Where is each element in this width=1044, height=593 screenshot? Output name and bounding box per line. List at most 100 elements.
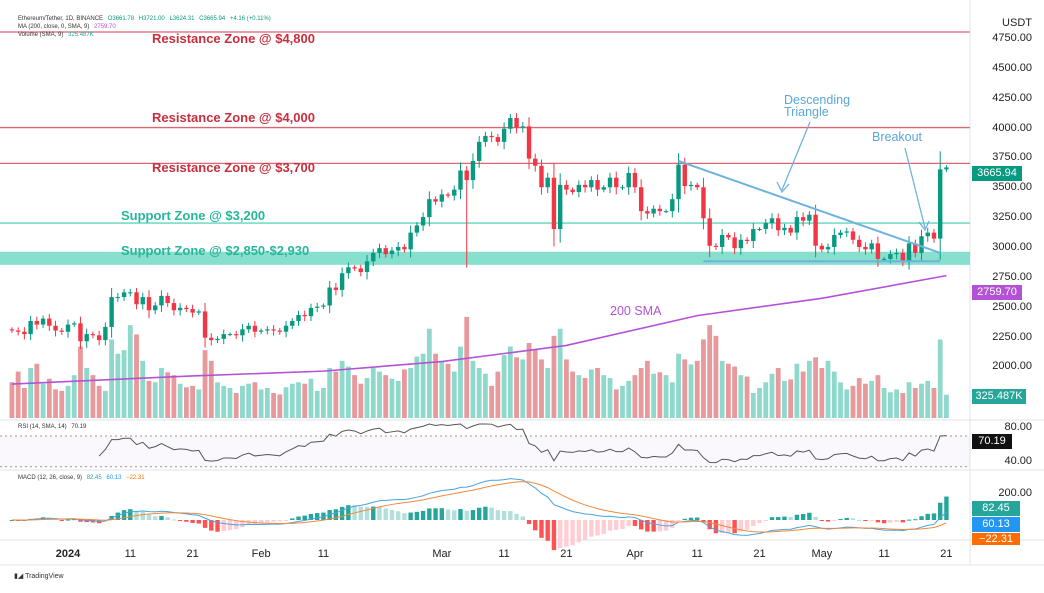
candle-body — [121, 292, 127, 298]
macd-histogram-bar — [265, 520, 270, 523]
macd-histogram-bar — [153, 516, 158, 520]
volume-bar — [233, 393, 239, 418]
candle-body — [838, 232, 843, 236]
volume-bar — [856, 378, 862, 418]
candle-body — [582, 184, 588, 188]
candle-body — [782, 227, 787, 231]
macd-histogram-bar — [209, 520, 214, 531]
macd-histogram-bar — [819, 520, 825, 521]
candle-body — [800, 217, 806, 221]
macd-histogram-bar — [632, 520, 638, 526]
candle-body — [171, 303, 177, 311]
candle-body — [881, 258, 887, 260]
volume-bar — [788, 379, 794, 418]
candle-body — [452, 189, 457, 196]
candle-body — [339, 273, 345, 290]
volume-bar — [46, 378, 52, 418]
descending-triangle-label: Descending Triangle — [784, 94, 850, 119]
macd-histogram-bar — [832, 520, 837, 521]
time-axis-label: 21 — [560, 548, 573, 560]
candle-body — [495, 137, 501, 142]
volume-bar — [426, 328, 432, 418]
candle-body — [40, 318, 46, 325]
macd-histogram-bar — [938, 502, 943, 520]
volume-bar — [701, 339, 706, 418]
macd-histogram-bar — [377, 506, 382, 520]
volume-bar — [564, 359, 569, 418]
candle-body — [670, 199, 675, 212]
macd-histogram-bar — [595, 520, 600, 536]
support-3200-label: Support Zone @ $3,200 — [121, 208, 266, 223]
candle-body — [614, 177, 619, 188]
ma-legend: MA (200, close, 0, SMA, 9) 2759.70 — [18, 24, 119, 30]
candle-body — [59, 330, 64, 332]
low-value: L3624.31 — [169, 16, 195, 22]
volume-bar — [134, 334, 139, 418]
volume-bar — [96, 385, 102, 418]
volume-bar — [28, 368, 34, 418]
candle-body — [184, 307, 189, 310]
macd-histogram-bar — [140, 511, 145, 520]
candle-body — [732, 237, 737, 249]
volume-bar — [501, 355, 507, 418]
candle-body — [501, 128, 507, 142]
volume-bar — [844, 389, 850, 418]
volume-bar — [183, 387, 189, 418]
price-tick: 3500.00 — [992, 181, 1032, 194]
macd-histogram-bar — [483, 506, 488, 520]
volume-bar — [402, 369, 407, 418]
sma-200-label: 200 SMA — [610, 304, 662, 318]
volume-bar — [470, 360, 476, 418]
candle-body — [601, 187, 606, 190]
macd-histogram-bar — [489, 507, 494, 520]
volume-bar — [912, 388, 918, 418]
candle-body — [626, 172, 631, 188]
volume-bar — [221, 385, 227, 418]
volume-bar — [302, 383, 308, 418]
volume-bar — [352, 375, 357, 418]
volume-bar — [925, 380, 931, 418]
volume-bar — [377, 371, 382, 418]
rsi-tick-80: 80.00 — [1004, 421, 1032, 433]
macd-histogram-bar — [84, 520, 89, 523]
time-axis-label: Apr — [626, 548, 644, 560]
volume-bar — [894, 389, 899, 418]
macd-histogram-bar — [607, 520, 613, 531]
candle-body — [321, 305, 326, 307]
volume-bar — [277, 394, 283, 418]
candle-body — [844, 231, 849, 233]
candle-body — [645, 211, 650, 214]
volume-bar — [825, 360, 831, 418]
candle-body — [514, 117, 519, 128]
candle-body — [371, 252, 376, 262]
macd-histogram-bar — [395, 511, 401, 520]
time-axis-label: 21 — [753, 548, 766, 560]
volume-bar — [208, 360, 214, 418]
macd-histogram-bar — [738, 520, 744, 532]
macd-histogram-bar — [564, 520, 569, 547]
candle-body — [794, 217, 800, 233]
candle-body — [464, 170, 469, 181]
candle-body — [246, 325, 251, 330]
price-tick: 3750.00 — [992, 151, 1032, 164]
volume-bar — [159, 368, 164, 418]
macd-histogram-bar — [614, 520, 619, 530]
volume-bar — [202, 350, 208, 418]
volume-bar — [215, 382, 220, 418]
volume-bar — [831, 371, 837, 418]
volume-bar — [65, 385, 71, 418]
time-axis-label: 11 — [124, 548, 137, 560]
volume-bar — [483, 373, 488, 418]
candle-body — [638, 187, 644, 212]
volume-bar — [227, 388, 233, 418]
candle-body — [651, 208, 656, 214]
price-tick: 2250.00 — [992, 330, 1032, 343]
volume-bar — [570, 371, 576, 418]
volume-bar — [345, 366, 351, 418]
candle-body — [177, 307, 183, 311]
volume-bar — [146, 380, 152, 418]
macd-histogram-bar — [383, 508, 388, 520]
candle-body — [925, 232, 930, 237]
